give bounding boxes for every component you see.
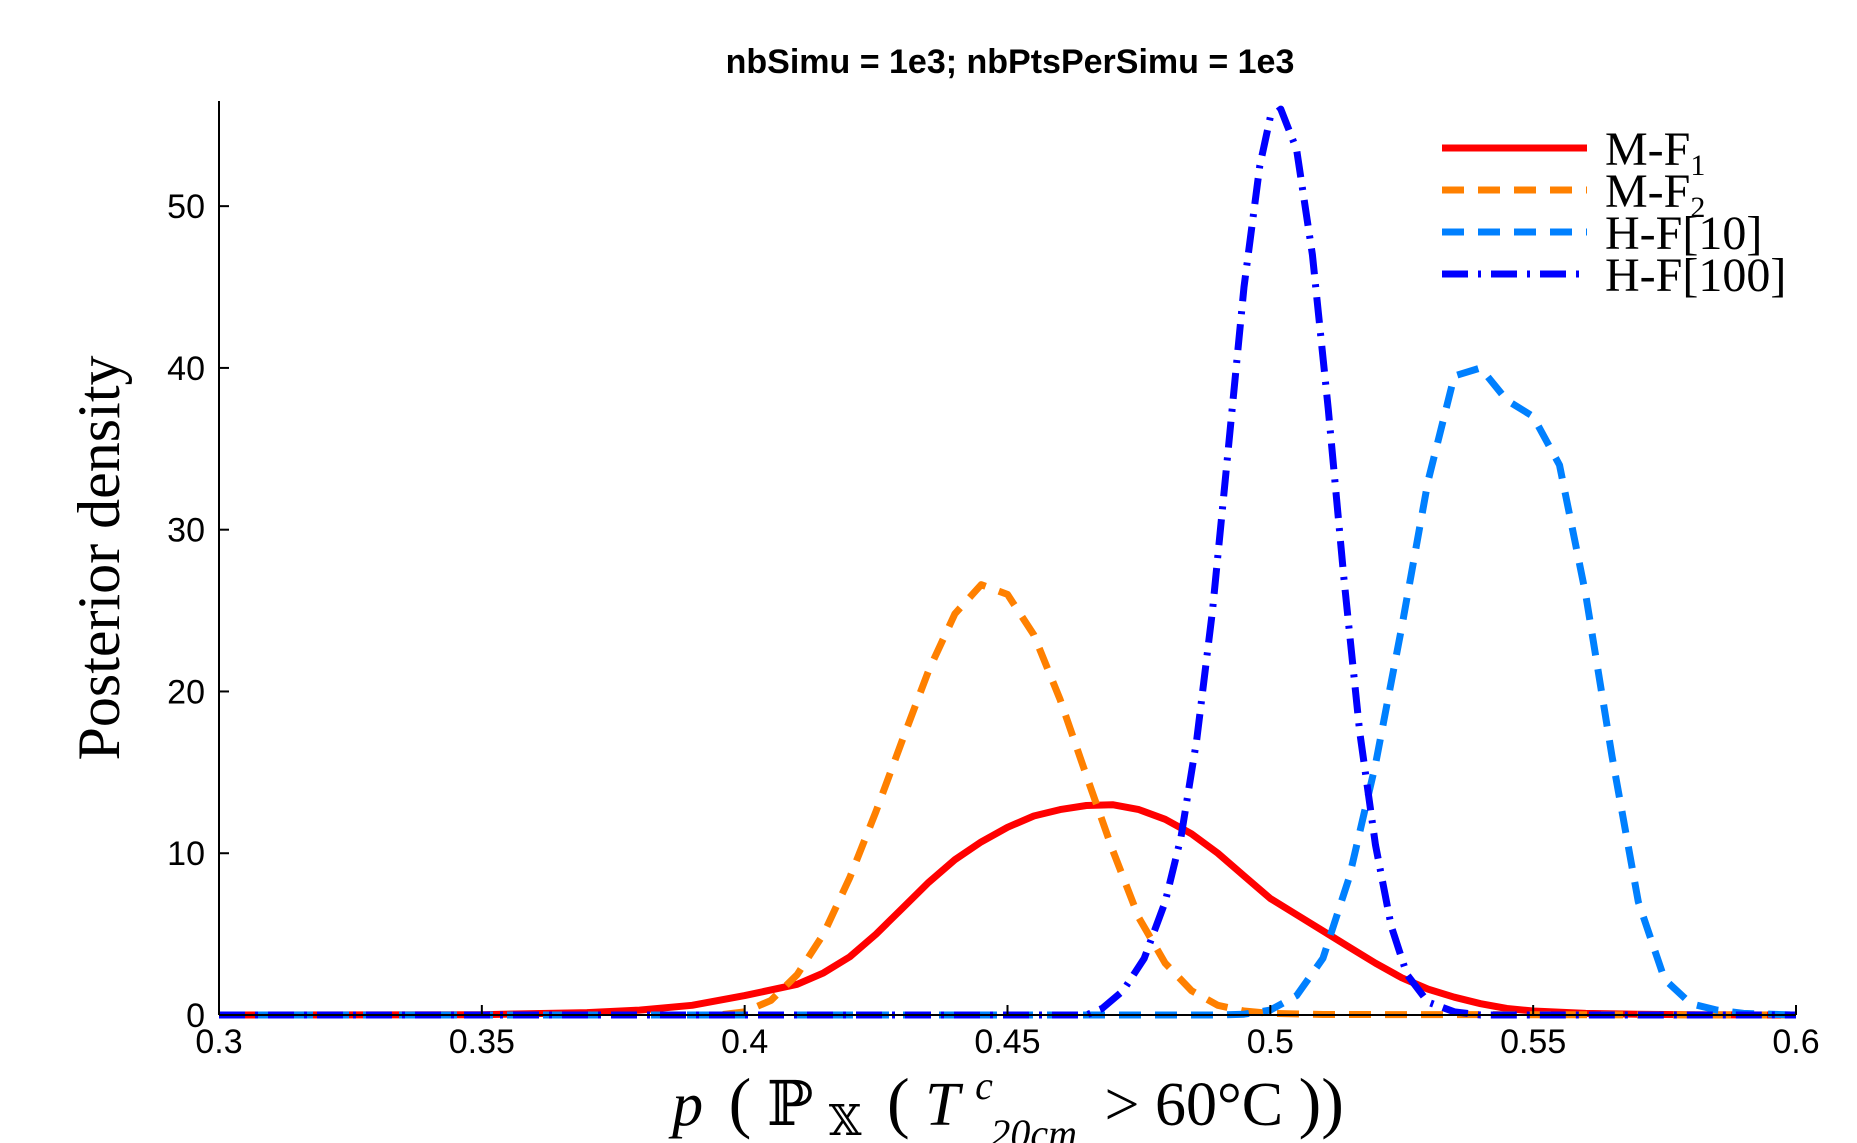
series-line-3 xyxy=(219,364,1797,1019)
series-line-1 xyxy=(218,801,1797,1019)
legend: M-F1M-F2H-F[10]H-F[100] xyxy=(1442,123,1786,302)
x-axis-label: p ( ℙ 𝕏 ( T c 20cm > 60°C )) xyxy=(668,1045,1344,1143)
y-tick-label: 40 xyxy=(167,350,205,388)
y-tick-label: 50 xyxy=(167,188,205,226)
x-label-paren-open-2: ( xyxy=(887,1064,910,1140)
x-label-T: T xyxy=(925,1071,964,1139)
legend-label-1: M-F1 xyxy=(1605,123,1705,182)
x-label-p: p xyxy=(668,1071,703,1139)
y-tick-label: 20 xyxy=(167,673,205,711)
series-line-2 xyxy=(219,581,1797,1019)
x-label-sup: c xyxy=(975,1063,993,1108)
chart-title: nbSimu = 1e3; nbPtsPerSimu = 1e3 xyxy=(726,43,1295,81)
x-tick-label: 0.45 xyxy=(974,1023,1040,1061)
legend-label-2: M-F2 xyxy=(1605,165,1705,224)
legend-label-4: H-F[100] xyxy=(1605,249,1786,302)
x-tick-label: 0.4 xyxy=(721,1023,768,1061)
series-line-4 xyxy=(219,105,1796,1019)
plot-area: 0.3 0.35 0.4 0.45 0.5 0.55 0.6 0 10 20 30 40 50 xyxy=(167,101,1820,1061)
x-label-paren-close: )) xyxy=(1299,1064,1344,1140)
y-tick-label: 30 xyxy=(167,512,205,550)
y-tick-label: 10 xyxy=(167,835,205,873)
x-tick-label: 0.35 xyxy=(449,1023,515,1061)
x-label-space-symbol: 𝕏 xyxy=(829,1099,862,1143)
x-tick-label: 0.6 xyxy=(1772,1023,1819,1061)
y-ticks: 0 10 20 30 40 50 xyxy=(167,188,229,1035)
x-label-relation: > 60°C xyxy=(1105,1071,1284,1139)
series-group xyxy=(218,105,1797,1019)
x-ticks: 0.3 0.35 0.4 0.45 0.5 0.55 0.6 xyxy=(195,1005,1820,1061)
y-tick-label: 0 xyxy=(186,997,205,1035)
x-tick-label: 0.3 xyxy=(195,1023,242,1061)
x-label-sub: 20cm xyxy=(990,1111,1077,1143)
y-axis-label: Posterior density xyxy=(66,356,132,761)
x-tick-label: 0.55 xyxy=(1500,1023,1566,1061)
x-tick-label: 0.5 xyxy=(1247,1023,1294,1061)
legend-label-3: H-F[10] xyxy=(1605,207,1762,260)
x-label-prob-symbol: ℙ xyxy=(767,1071,814,1139)
x-label-paren-open: ( xyxy=(729,1064,752,1140)
